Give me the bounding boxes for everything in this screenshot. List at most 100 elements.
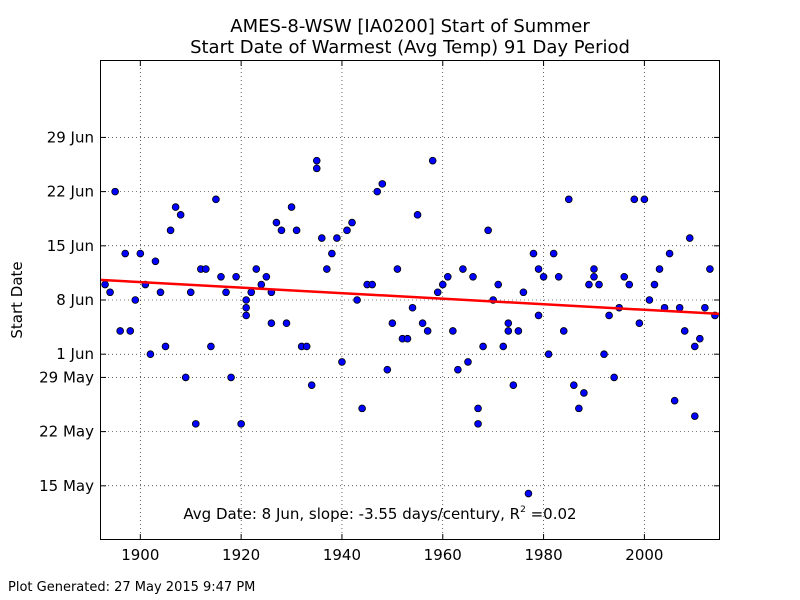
y-tick-label: 29 May: [39, 368, 94, 386]
trend-line: [99, 278, 721, 316]
data-point: [287, 203, 296, 211]
data-point: [625, 280, 634, 289]
data-point: [600, 350, 608, 358]
y-tick-label: 1 Jun: [56, 345, 94, 363]
data-point: [358, 404, 366, 413]
data-point: [146, 350, 155, 358]
data-point: [690, 342, 699, 351]
data-point: [469, 272, 477, 281]
data-point: [312, 164, 321, 173]
data-point: [484, 226, 492, 235]
data-point: [650, 280, 659, 289]
data-point: [156, 288, 165, 297]
data-point: [373, 187, 382, 196]
data-point: [111, 187, 119, 196]
data-point: [685, 234, 694, 242]
data-point: [570, 381, 578, 389]
gridlines: [100, 60, 720, 540]
y-tick-label: 29 Jun: [47, 128, 94, 146]
data-point: [474, 420, 482, 428]
data-point: [575, 404, 583, 413]
data-point: [423, 327, 432, 335]
data-point: [610, 373, 618, 382]
data-point: [348, 218, 356, 227]
data-point: [544, 350, 553, 358]
data-point: [675, 303, 684, 312]
data-point: [524, 489, 533, 498]
data-point: [323, 265, 331, 273]
data-point: [630, 195, 639, 204]
y-tick-label: 15 May: [39, 477, 94, 495]
data-point: [222, 288, 230, 297]
data-point: [534, 265, 543, 273]
data-point: [237, 420, 245, 428]
data-point: [242, 303, 250, 312]
data-point: [670, 396, 679, 405]
data-point: [701, 303, 709, 312]
x-tick-label: 1980: [524, 546, 562, 564]
x-tick-label: 2000: [625, 546, 663, 564]
data-point: [378, 180, 387, 188]
data-point: [217, 272, 225, 281]
data-point: [232, 272, 240, 281]
data-point: [131, 296, 140, 304]
data-point: [247, 288, 256, 297]
data-point: [176, 211, 185, 219]
data-point: [171, 203, 180, 211]
data-point: [585, 280, 593, 289]
y-tick-label: 8 Jun: [56, 291, 94, 309]
data-point: [292, 226, 301, 235]
data-point: [242, 311, 250, 320]
data-point: [620, 272, 629, 281]
data-point: [121, 249, 130, 258]
data-point: [504, 319, 513, 328]
data-point: [444, 272, 452, 281]
data-point: [338, 358, 346, 366]
data-point: [403, 334, 412, 343]
data-point: [242, 296, 250, 304]
data-point: [388, 319, 397, 328]
data-point: [514, 327, 523, 335]
data-point: [328, 249, 336, 258]
x-tick-label: 1920: [222, 546, 260, 564]
data-point: [408, 303, 417, 312]
data-point: [534, 311, 543, 320]
data-point: [202, 265, 210, 273]
plot-generated-footer: Plot Generated: 27 May 2015 9:47 PM: [8, 580, 255, 595]
data-point: [257, 280, 266, 289]
data-point: [343, 226, 351, 235]
stats-superscript: 2: [520, 505, 526, 515]
data-point: [559, 327, 568, 335]
data-point: [161, 342, 170, 351]
data-point: [191, 420, 200, 428]
data-point: [554, 272, 563, 281]
data-point: [368, 280, 376, 289]
x-tick-label: 1900: [121, 546, 159, 564]
data-point: [151, 257, 160, 266]
data-point: [166, 226, 175, 235]
data-point: [393, 265, 402, 273]
data-point: [474, 404, 482, 413]
chart-title: AMES-8-WSW [IA0200] Start of Summer: [230, 16, 590, 37]
data-point: [539, 272, 548, 281]
data-point: [690, 412, 699, 420]
data-point: [464, 358, 472, 366]
y-tick-label: 22 Jun: [47, 183, 94, 201]
data-point: [564, 195, 573, 204]
data-point: [207, 342, 215, 351]
data-point: [106, 288, 114, 297]
data-point: [580, 389, 588, 397]
data-point: [509, 381, 518, 389]
data-point: [262, 272, 271, 281]
data-point: [590, 265, 598, 273]
y-axis-label: Start Date: [8, 261, 26, 338]
data-point: [383, 365, 392, 374]
data-point: [181, 373, 190, 382]
data-point: [645, 296, 654, 304]
y-axis-ticks: 15 May 22 May 29 May 1 Jun 8 Jun 15 Jun 22 Jun…: [39, 128, 720, 495]
data-point: [333, 234, 341, 242]
data-point: [605, 311, 613, 320]
data-point: [277, 226, 286, 235]
data-point: [353, 296, 361, 304]
